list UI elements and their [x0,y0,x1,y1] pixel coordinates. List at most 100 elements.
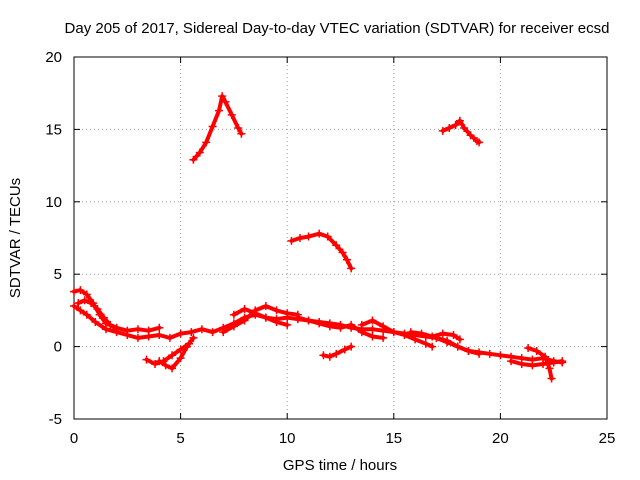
data-point [202,138,211,147]
data-point [219,328,228,337]
data-point [342,255,351,264]
data-point [176,329,185,338]
data-point [168,364,177,373]
series-track-p [287,229,356,273]
data-point [182,342,191,351]
series-track-n [524,344,556,383]
data-point [417,329,426,338]
data-point [545,364,554,373]
data-point [293,313,302,322]
data-point [295,234,304,242]
data-point [214,106,223,115]
data-point [144,326,153,335]
series-track-h [319,342,356,361]
series-layer [70,92,567,383]
data-point [283,309,292,318]
data-point [445,123,454,132]
data-point [133,325,142,334]
data-point [400,331,409,340]
data-point [357,320,366,329]
data-point [112,325,121,334]
series-track-d [142,339,194,368]
data-point [123,326,132,335]
data-point [80,296,89,305]
series-track-q [438,116,484,147]
data-point [406,328,415,337]
data-point [187,328,196,337]
series-line [321,344,354,359]
data-point [218,92,227,101]
data-point [438,126,447,135]
data-point [304,316,313,325]
data-point [240,304,249,313]
x-tick-label: 15 [385,430,402,447]
y-tick-label: -5 [49,411,62,428]
data-point [261,313,270,322]
data-point [347,264,356,273]
data-point [549,358,558,367]
x-axis-label: GPS time / hours [283,457,397,474]
y-tick-label: 20 [45,49,62,66]
data-point [208,328,217,337]
grid-layer [74,57,607,419]
data-point [475,138,484,147]
series-track-a [70,302,567,367]
data-point [315,319,324,328]
data-point [237,129,246,138]
data-point [325,352,334,361]
data-point [368,325,377,334]
data-point [443,336,452,345]
data-point [229,310,238,319]
series-line [191,94,244,162]
data-point [338,248,347,257]
data-point [357,328,366,337]
data-point [455,116,464,125]
data-point [93,304,102,313]
data-point [76,306,85,315]
data-point [70,287,78,296]
data-point [189,155,198,164]
data-point [455,335,464,344]
data-point [272,317,281,326]
data-point [496,351,505,360]
series-track-m [507,357,567,370]
series-line [440,118,482,145]
data-point [155,323,164,332]
data-point [475,349,484,358]
data-point [155,331,164,340]
data-point [558,357,567,366]
y-tick-label: 10 [45,194,62,211]
series-track-e [155,333,198,373]
data-point [106,320,115,329]
data-point [347,320,356,329]
data-point [379,333,388,342]
data-point [155,357,164,366]
y-tick-label: 5 [54,266,62,283]
series-track-l [432,333,484,358]
data-point [304,232,313,241]
y-tick-label: 0 [54,339,62,356]
data-point [82,310,91,319]
data-point [541,352,550,361]
data-point [315,229,324,238]
data-point [197,325,206,334]
x-tick-label: 20 [492,430,509,447]
data-point [453,342,462,351]
data-point [168,351,177,360]
data-point [524,344,533,353]
data-point [229,322,238,331]
x-tick-label: 10 [279,430,296,447]
data-point [240,316,249,325]
data-point [319,351,328,360]
data-point [389,328,398,337]
data-point [195,148,204,157]
data-point [466,131,475,140]
data-point [507,357,516,366]
data-point [368,332,377,341]
x-tick-label: 5 [176,430,184,447]
y-axis-label: SDTVAR / TECUs [7,178,24,298]
x-tick-label: 25 [599,430,616,447]
data-point [87,299,96,308]
data-point [272,306,281,315]
x-tick-label: 0 [70,430,78,447]
